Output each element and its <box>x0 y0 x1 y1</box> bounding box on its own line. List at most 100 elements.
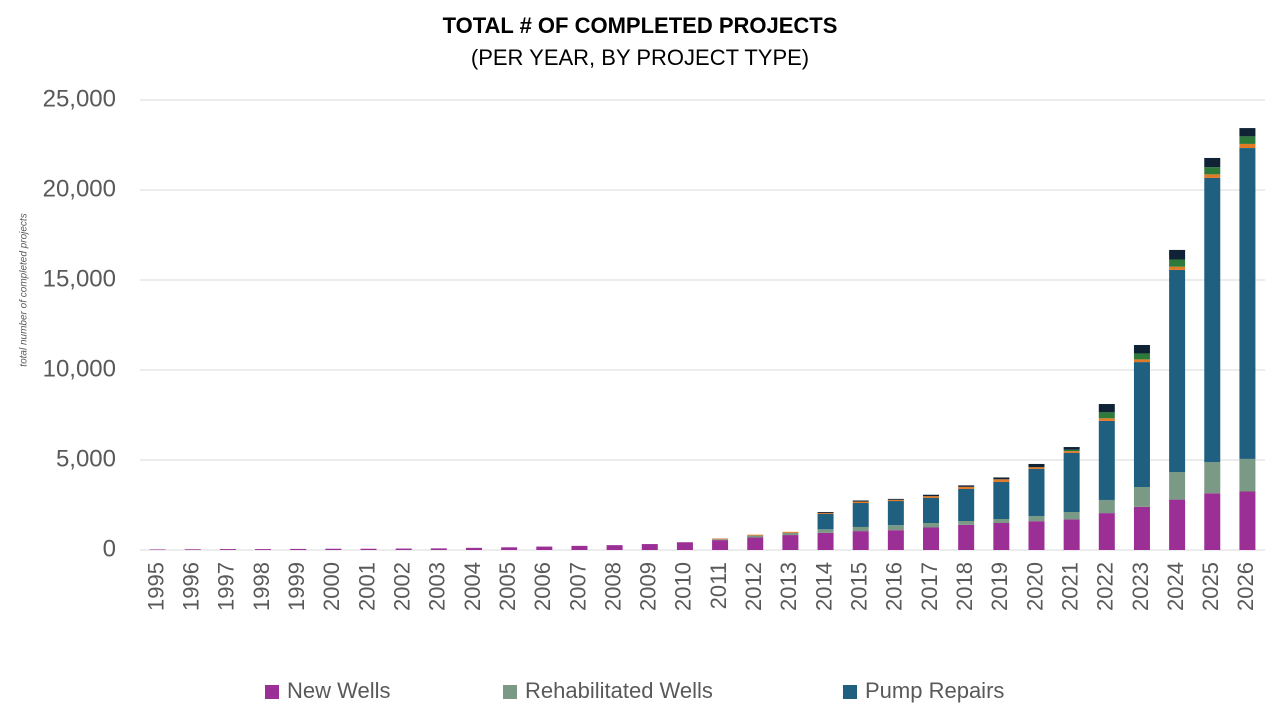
bar-segment <box>360 548 377 550</box>
bar-segment <box>1063 449 1080 452</box>
bar-segment <box>887 498 904 500</box>
y-tick-label: 25,000 <box>43 85 116 112</box>
x-tick-label: 2016 <box>882 562 907 611</box>
bar-segment <box>712 539 729 541</box>
x-tick-label: 2017 <box>917 562 942 611</box>
bar-segment <box>1098 513 1115 550</box>
bar-segment <box>923 527 940 550</box>
bar-segment <box>817 532 834 550</box>
bar-segment <box>1098 404 1115 413</box>
bar-segment <box>1169 472 1186 500</box>
bar-segment <box>1204 167 1221 175</box>
bar-segment <box>1063 512 1080 520</box>
x-tick-label: 2024 <box>1163 562 1188 611</box>
bar-segment <box>887 501 904 526</box>
y-tick-label: 0 <box>103 535 116 562</box>
bar-segment <box>993 477 1010 480</box>
bar-segment <box>958 488 975 522</box>
bar-segment <box>817 514 834 530</box>
bar-segment <box>817 512 834 514</box>
x-tick-label: 2007 <box>565 562 590 611</box>
x-tick-label: 1996 <box>179 562 204 611</box>
x-tick-label: 2002 <box>389 562 414 611</box>
x-tick-label: 2009 <box>636 562 661 611</box>
bar-segment <box>1098 499 1115 514</box>
bar-segment <box>747 535 764 538</box>
bar-segment <box>993 519 1010 523</box>
bar-segment <box>817 529 834 533</box>
bar-segment <box>852 503 869 527</box>
bar-segment <box>782 531 799 533</box>
bar-segment <box>571 545 588 550</box>
x-tick-label: 1995 <box>143 562 168 611</box>
x-tick-label: 2026 <box>1233 562 1258 611</box>
bar-segment <box>1204 493 1221 550</box>
chart-title: TOTAL # OF COMPLETED PROJECTS <box>443 13 838 38</box>
bar-segment <box>1098 412 1115 419</box>
bar-segment <box>1239 491 1256 550</box>
bar-segment <box>747 537 764 550</box>
bar-segment <box>219 549 236 550</box>
bar-segment <box>325 548 342 550</box>
legend-swatch <box>843 685 857 699</box>
bar-segment <box>1204 177 1221 462</box>
y-tick-label: 10,000 <box>43 355 116 382</box>
x-tick-label: 2018 <box>952 562 977 611</box>
legend-label: Pump Repairs <box>865 678 1004 703</box>
x-tick-label: 2022 <box>1093 562 1118 611</box>
bar-segment <box>1133 344 1150 354</box>
bar-segment <box>1028 521 1045 550</box>
bar-segment <box>817 512 834 513</box>
bar-segment <box>395 548 412 550</box>
y-axis-label: total number of completed projects <box>19 213 30 366</box>
bar-segment <box>149 549 166 550</box>
x-tick-label: 2001 <box>354 562 379 611</box>
legend-swatch <box>503 685 517 699</box>
bar-segment <box>676 542 693 550</box>
bar-segment <box>958 521 975 525</box>
bar-segment <box>923 496 940 498</box>
bar-segment <box>184 549 201 550</box>
bar-segment <box>1028 515 1045 522</box>
bar-segment <box>1098 418 1115 421</box>
bar-segment <box>501 547 518 550</box>
bar-segment <box>923 523 940 528</box>
bar-segment <box>782 535 799 550</box>
bar-segment <box>1169 499 1186 550</box>
x-tick-label: 2019 <box>987 562 1012 611</box>
x-tick-label: 2000 <box>319 562 344 611</box>
y-tick-label: 20,000 <box>43 175 116 202</box>
bar-segment <box>1028 467 1045 469</box>
bar-segment <box>1239 143 1256 149</box>
bar-segment <box>1204 461 1221 494</box>
bar-segment <box>1133 487 1150 507</box>
bar-segment <box>782 532 799 536</box>
legend-label: New Wells <box>287 678 391 703</box>
x-tick-label: 2006 <box>530 562 555 611</box>
bar-segment <box>958 486 975 489</box>
legend-swatch <box>265 685 279 699</box>
bar-segment <box>958 485 975 487</box>
x-tick-label: 2004 <box>460 562 485 611</box>
bar-segment <box>1063 447 1080 450</box>
bar-segment <box>852 501 869 504</box>
bar-segment <box>255 549 272 550</box>
bar-segment <box>887 499 904 502</box>
bar-segment <box>852 526 869 532</box>
bar-segment <box>641 544 658 550</box>
bar-segment <box>1028 463 1045 468</box>
bar-segment <box>1063 451 1080 453</box>
x-tick-label: 2015 <box>847 562 872 611</box>
x-tick-label: 2008 <box>600 562 625 611</box>
x-tick-label: 2020 <box>1022 562 1047 611</box>
bar-segment <box>1239 458 1256 492</box>
x-tick-label: 2003 <box>425 562 450 611</box>
x-tick-label: 2025 <box>1198 562 1223 611</box>
x-tick-label: 2012 <box>741 562 766 611</box>
bar-segment <box>993 481 1010 520</box>
bar-segment <box>430 548 447 550</box>
bar-segment <box>1133 506 1150 550</box>
bar-segment <box>1239 128 1256 137</box>
bar-segment <box>993 523 1010 550</box>
x-tick-label: 2011 <box>706 562 731 609</box>
